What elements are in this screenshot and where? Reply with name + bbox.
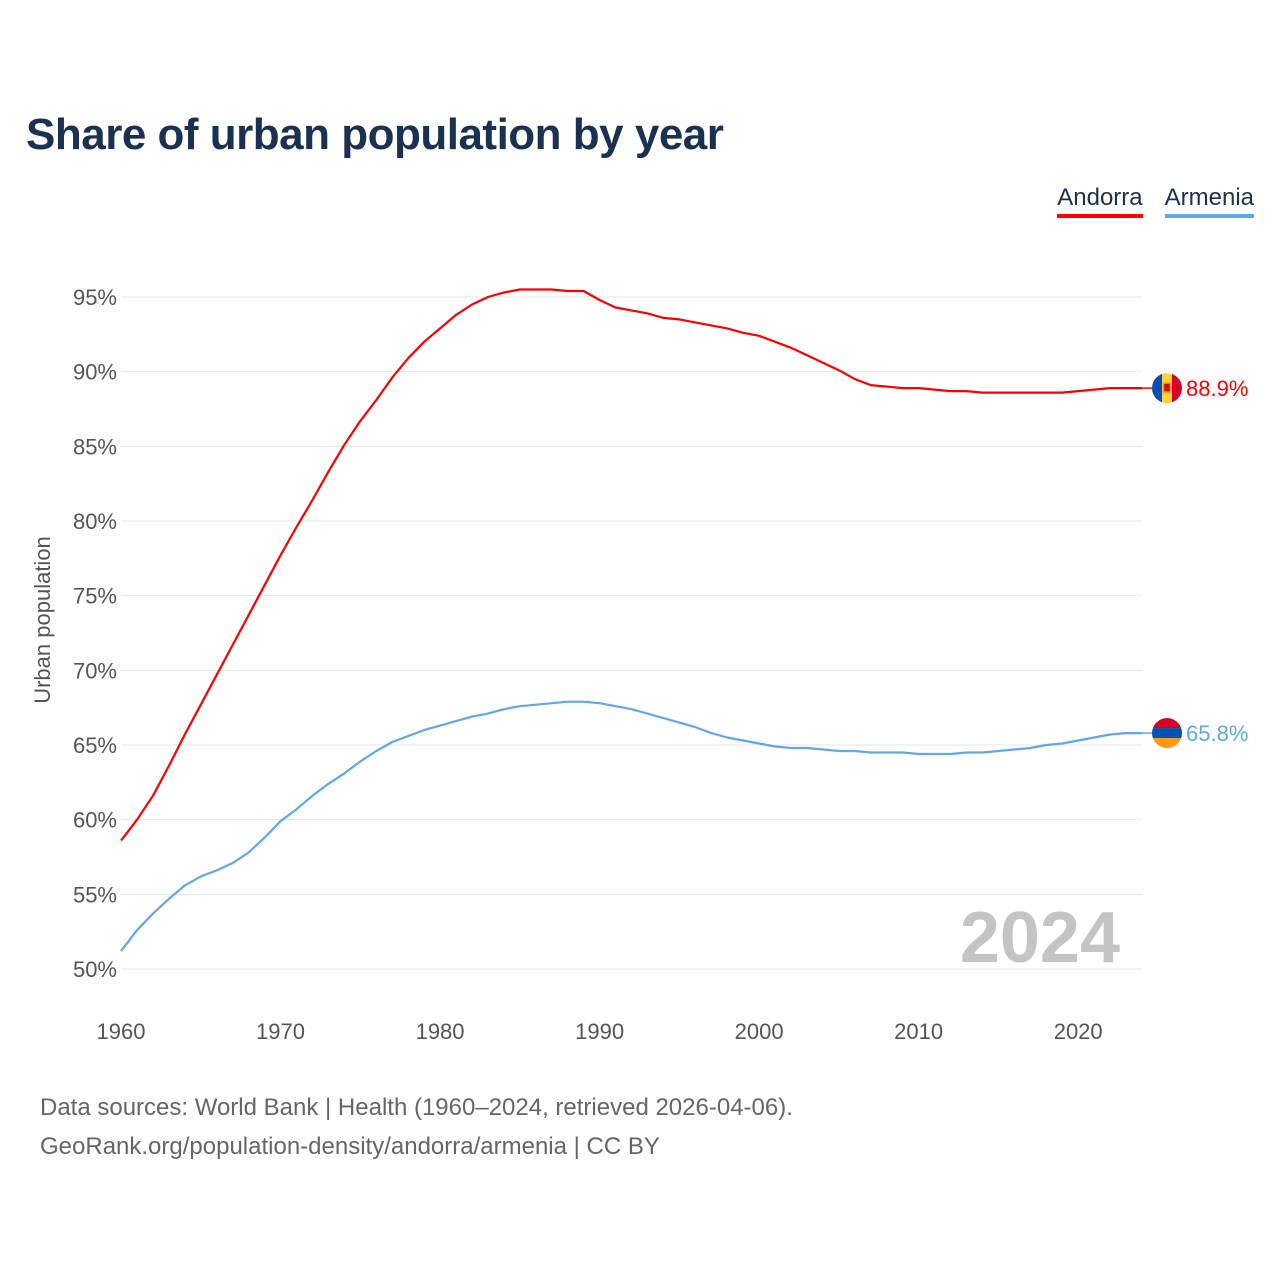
footer: Data sources: World Bank | Health (1960–… xyxy=(40,1088,793,1166)
y-tick-label: 70% xyxy=(73,658,117,683)
y-tick-label: 65% xyxy=(73,733,117,758)
x-tick-label: 1970 xyxy=(256,1019,305,1044)
data-source-note: Data sources: World Bank | Health (1960–… xyxy=(40,1094,793,1121)
x-tick-label: 1980 xyxy=(416,1019,465,1044)
series-line-armenia[interactable] xyxy=(120,700,1142,952)
y-tick-label: 85% xyxy=(73,434,117,459)
x-tick-label: 1990 xyxy=(575,1019,624,1044)
legend-item-andorra[interactable]: Andorra xyxy=(1057,184,1143,218)
x-tick-label: 1960 xyxy=(97,1019,146,1044)
y-tick-label: 90% xyxy=(73,360,117,385)
x-tick-label: 2020 xyxy=(1054,1019,1103,1044)
y-tick-label: 60% xyxy=(73,808,117,833)
series-line-andorra[interactable] xyxy=(120,288,1142,842)
y-tick-label: 75% xyxy=(73,584,117,609)
y-tick-label: 80% xyxy=(73,509,117,534)
armenia-flag-icon xyxy=(1152,718,1182,749)
end-value-label: 65.8% xyxy=(1186,721,1248,746)
y-tick-label: 50% xyxy=(73,957,117,982)
legend: Andorra Armenia xyxy=(1057,184,1254,218)
y-tick-label: 95% xyxy=(73,285,117,310)
y-tick-label: 55% xyxy=(73,882,117,907)
y-axis-label: Urban population xyxy=(30,536,55,704)
x-tick-label: 2000 xyxy=(735,1019,784,1044)
end-value-label: 88.9% xyxy=(1186,376,1248,401)
andorra-flag-icon xyxy=(1152,373,1182,404)
year-watermark: 2024 xyxy=(960,898,1120,978)
x-tick-label: 2010 xyxy=(894,1019,943,1044)
attribution-link[interactable]: GeoRank.org/population-density/andorra/a… xyxy=(40,1133,660,1160)
chart-title: Share of urban population by year xyxy=(26,110,724,159)
legend-item-armenia[interactable]: Armenia xyxy=(1164,184,1254,218)
